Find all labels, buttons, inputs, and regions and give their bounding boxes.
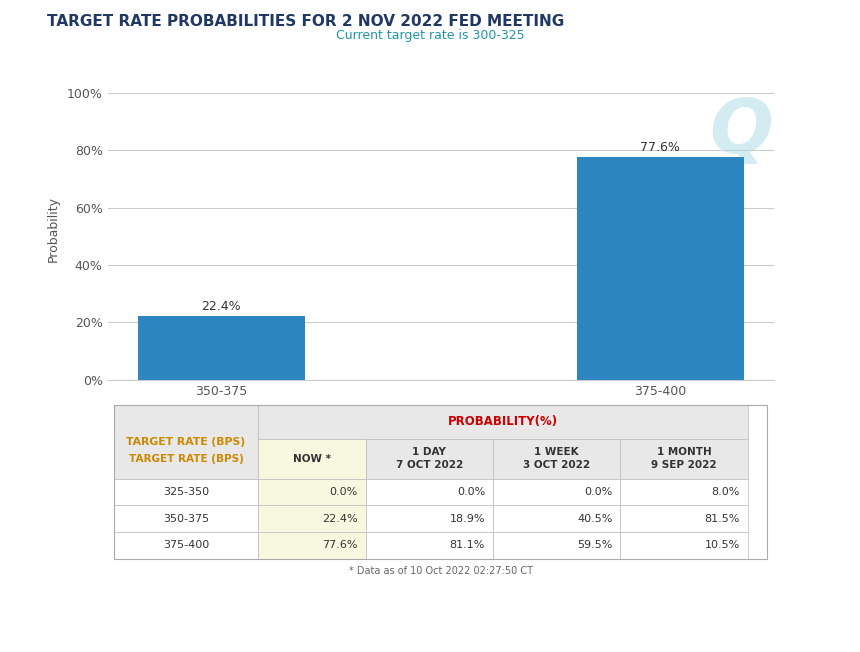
Bar <box>620 505 747 532</box>
Text: 81.5%: 81.5% <box>704 514 740 524</box>
Bar <box>493 505 620 532</box>
X-axis label: Target Rate (in bps): Target Rate (in bps) <box>372 409 509 423</box>
Text: 0.0%: 0.0% <box>457 487 485 497</box>
Bar <box>620 532 747 559</box>
Text: 40.5%: 40.5% <box>577 514 612 524</box>
Text: 18.9%: 18.9% <box>450 514 485 524</box>
Bar <box>366 505 493 532</box>
Text: 77.6%: 77.6% <box>641 141 680 154</box>
Text: 77.6%: 77.6% <box>322 541 358 550</box>
Bar <box>114 479 258 505</box>
Text: 8.0%: 8.0% <box>711 487 740 497</box>
Text: * Data as of 10 Oct 2022 02:27:50 CT: * Data as of 10 Oct 2022 02:27:50 CT <box>349 566 532 576</box>
Text: 1 MONTH
9 SEP 2022: 1 MONTH 9 SEP 2022 <box>651 447 717 469</box>
Text: 59.5%: 59.5% <box>577 541 612 550</box>
Bar <box>620 439 747 479</box>
Bar <box>114 405 767 559</box>
Bar <box>366 479 493 505</box>
Bar <box>366 532 493 559</box>
Text: 350-375: 350-375 <box>163 514 209 524</box>
Bar <box>258 479 366 505</box>
Text: 22.4%: 22.4% <box>322 514 358 524</box>
Text: 10.5%: 10.5% <box>704 541 740 550</box>
Bar <box>258 405 747 439</box>
Bar <box>114 439 258 479</box>
Bar <box>493 439 620 479</box>
Text: 81.1%: 81.1% <box>450 541 485 550</box>
Text: 0.0%: 0.0% <box>584 487 612 497</box>
Text: TARGET RATE PROBABILITIES FOR 2 NOV 2022 FED MEETING: TARGET RATE PROBABILITIES FOR 2 NOV 2022… <box>47 14 564 29</box>
Bar <box>577 157 744 380</box>
Text: TARGET RATE (BPS): TARGET RATE (BPS) <box>126 437 246 447</box>
Y-axis label: Probability: Probability <box>46 196 60 262</box>
Text: 1 DAY
7 OCT 2022: 1 DAY 7 OCT 2022 <box>396 447 463 469</box>
Bar <box>258 505 366 532</box>
Bar <box>114 405 258 439</box>
Text: 325-350: 325-350 <box>163 487 209 497</box>
Bar <box>114 532 258 559</box>
Text: Current target rate is 300-325: Current target rate is 300-325 <box>335 29 525 42</box>
Bar <box>258 532 366 559</box>
Bar <box>138 316 304 380</box>
Text: 375-400: 375-400 <box>163 541 209 550</box>
Text: 22.4%: 22.4% <box>201 300 241 313</box>
Bar <box>366 439 493 479</box>
Text: 1 WEEK
3 OCT 2022: 1 WEEK 3 OCT 2022 <box>523 447 590 469</box>
Text: NOW *: NOW * <box>292 454 331 464</box>
Text: TARGET RATE (BPS): TARGET RATE (BPS) <box>129 454 243 464</box>
Bar <box>493 479 620 505</box>
Bar <box>114 405 258 479</box>
Bar <box>258 439 366 479</box>
Text: 0.0%: 0.0% <box>329 487 358 497</box>
Text: Q: Q <box>709 96 772 169</box>
Text: PROBABILITY(%): PROBABILITY(%) <box>448 415 558 428</box>
Bar <box>620 479 747 505</box>
Bar <box>493 532 620 559</box>
Bar <box>114 505 258 532</box>
